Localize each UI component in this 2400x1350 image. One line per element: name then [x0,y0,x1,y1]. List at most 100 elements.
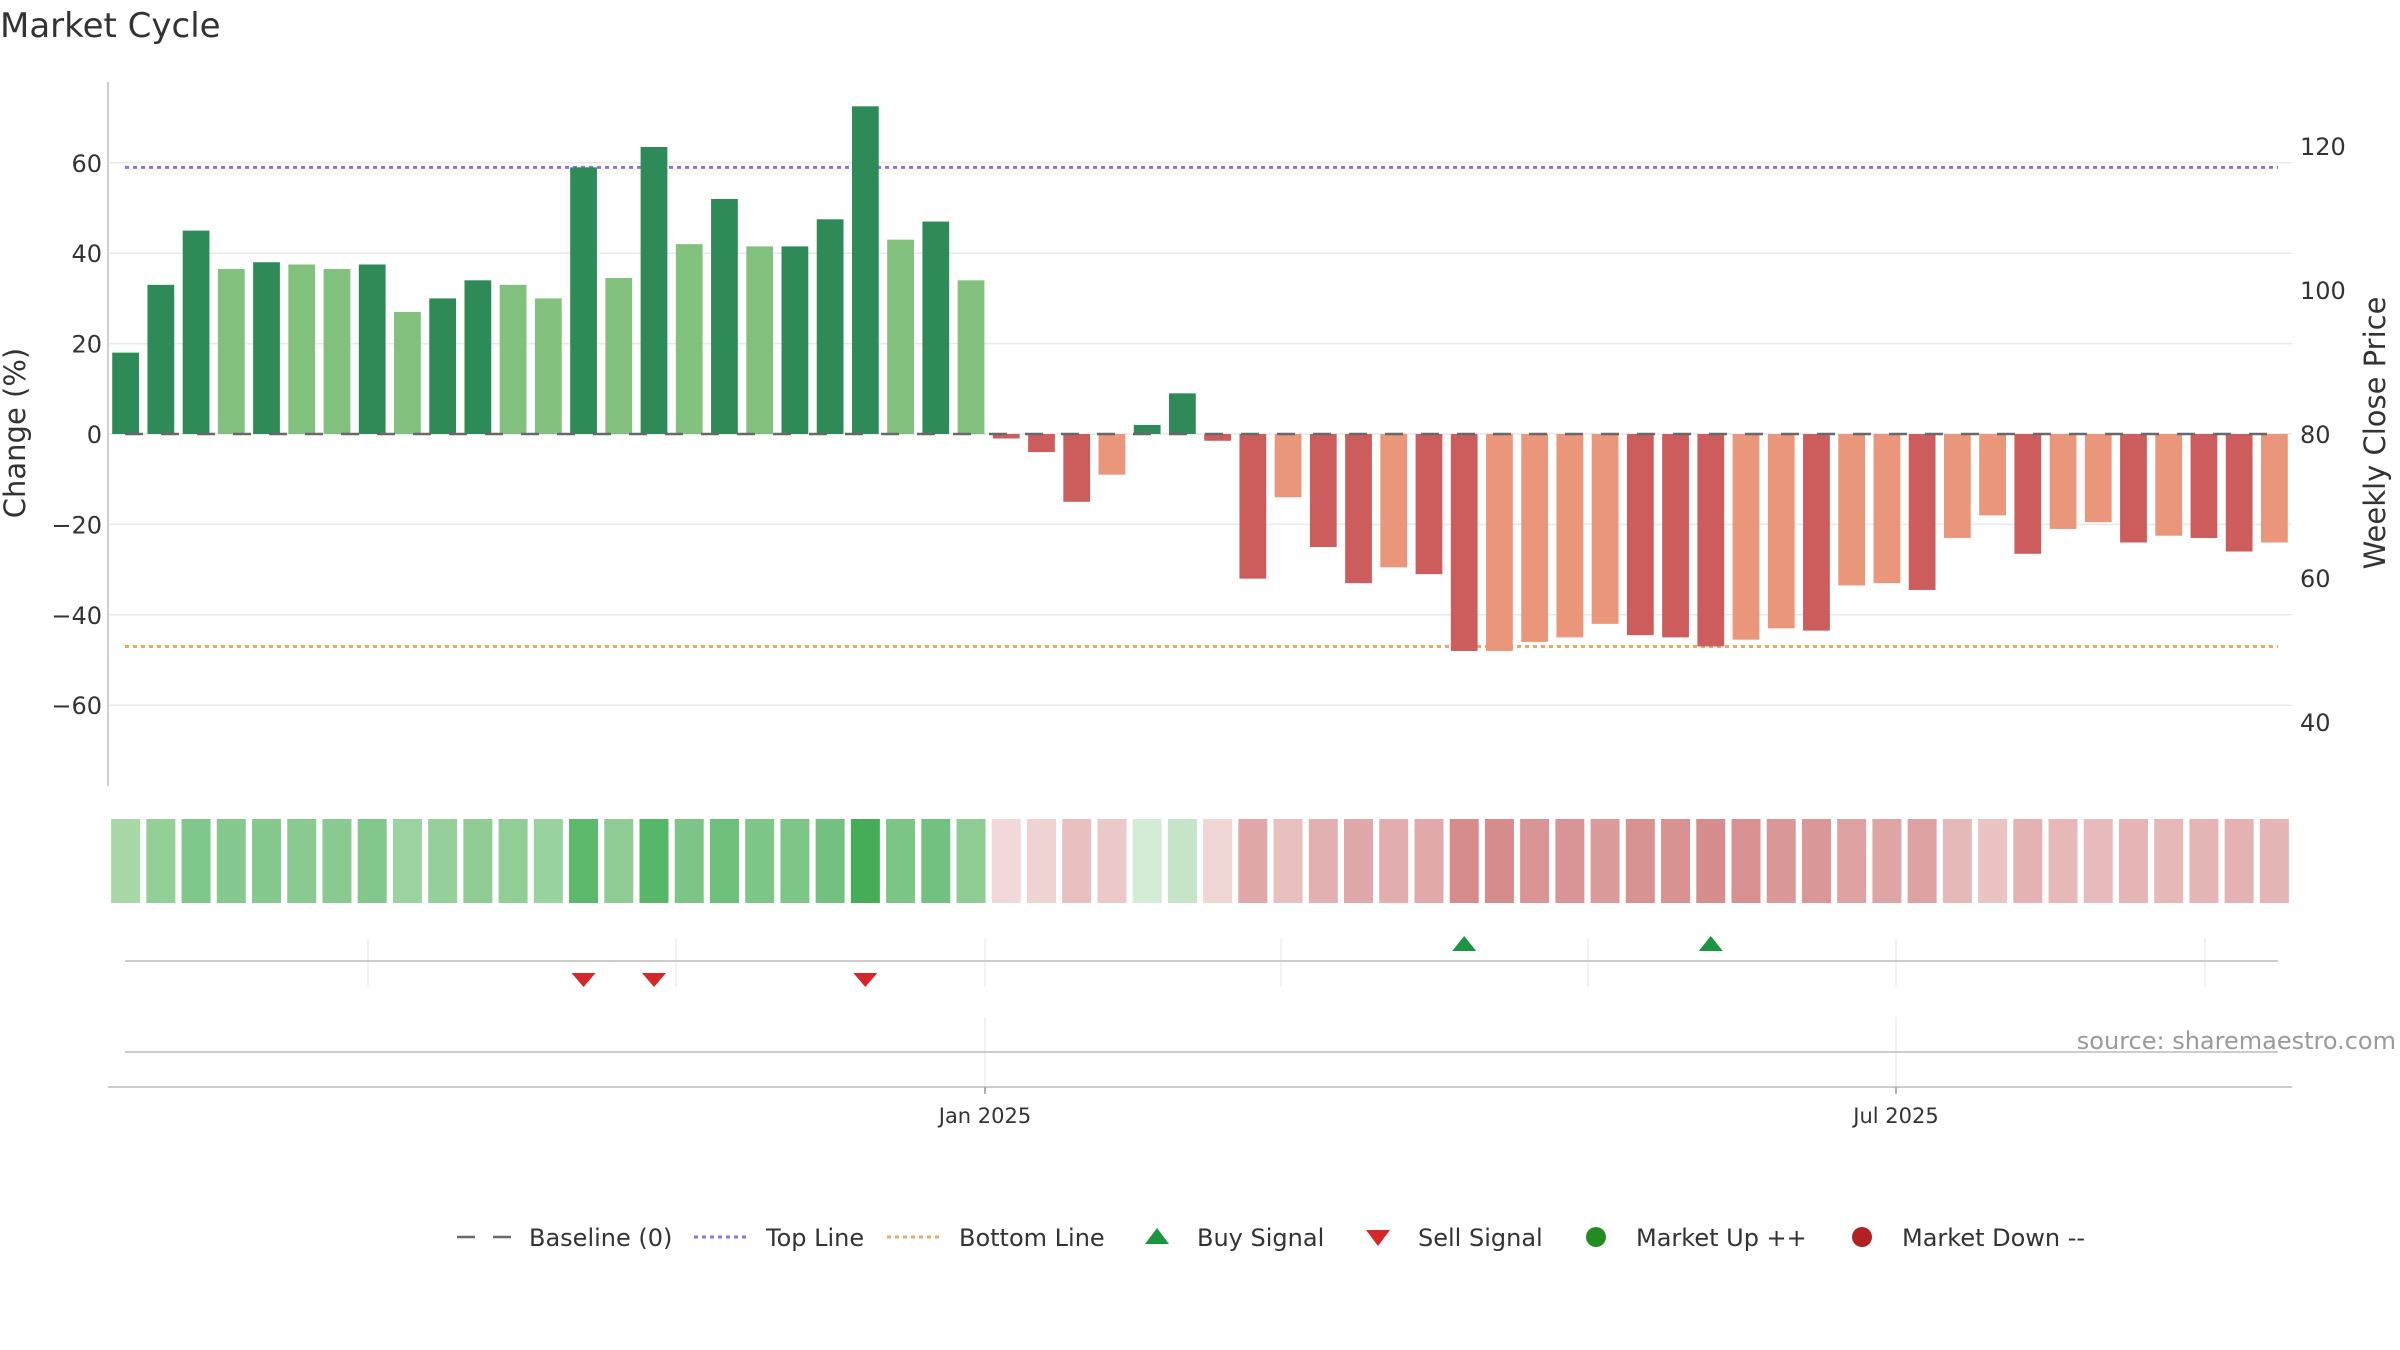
heat-cell [287,819,317,903]
heat-cell [2189,819,2219,903]
heat-cell [886,819,916,903]
bar [1873,434,1901,584]
bar [605,278,633,434]
heat-cell [780,819,810,903]
bar [570,167,597,434]
bar [1556,434,1584,638]
heat-cell [1308,819,1338,903]
heat-cell [1872,819,1902,903]
bar [2049,434,2077,529]
bar [1450,434,1478,651]
bar [394,311,421,434]
heat-cell [1238,819,1268,903]
bar [711,198,738,434]
heat-cell [2259,819,2289,903]
legend: Baseline (0) Top Line Bottom Line Buy Signa… [457,1224,2085,1252]
legend-item: Market Up ++ [1586,1224,1807,1252]
bar [1626,434,1654,636]
legend-item: Top Line [694,1224,864,1252]
heat-cell [1273,819,1303,903]
heat-cell [1026,819,1056,903]
legend-sell-icon [1366,1230,1390,1246]
heat-cell [1661,819,1691,903]
heat-cell [1555,819,1585,903]
heat-cell [569,819,599,903]
legend-label: Sell Signal [1418,1224,1543,1252]
bar [499,284,527,434]
bar [816,219,844,434]
y-right-tick-label: 40 [2300,709,2331,737]
bar [253,262,280,434]
legend-item: Bottom Line [887,1224,1105,1252]
bar [1838,434,1866,586]
heat-cell [1766,819,1796,903]
reference-lines [125,165,2278,648]
bar [1979,434,2006,516]
heat-cell [1167,819,1197,903]
heat-cell [745,819,775,903]
bar [1239,434,1267,579]
bar [112,352,139,434]
bar [2190,434,2218,538]
heat-cell [674,819,704,903]
legend-buy-icon [1145,1228,1169,1244]
heat-cell [2224,819,2254,903]
y-left-tick-label: −40 [51,602,102,630]
bar [1274,434,1302,498]
bar [1415,434,1443,575]
y-right-tick-label: 60 [2300,565,2331,593]
heat-cell [533,819,563,903]
heat-cell [181,819,211,903]
heat-cell [1414,819,1444,903]
bar [1591,434,1619,624]
bar [2120,434,2147,543]
heat-cell [322,819,352,903]
heat-strip [111,819,2289,903]
bar [1767,434,1795,629]
y-left-tick-label: 20 [71,331,102,359]
heat-cell [1449,819,1479,903]
heat-cell [1731,819,1761,903]
bar-series [112,106,2288,651]
heat-cell [1625,819,1655,903]
heat-cell [1696,819,1726,903]
heat-cell [956,819,986,903]
bar [1309,434,1337,547]
legend-item: Buy Signal [1145,1224,1324,1252]
legend-item: Sell Signal [1366,1224,1543,1252]
legend-label: Market Up ++ [1636,1224,1807,1252]
legend-label: Baseline (0) [529,1224,672,1252]
heat-cell [921,819,951,903]
legend-label: Top Line [765,1224,864,1252]
heat-cell [357,819,387,903]
heat-cell [1203,819,1233,903]
y-left-tick-label: 0 [87,421,102,449]
chart-title: Market Cycle [0,6,221,46]
legend-label: Market Down -- [1902,1224,2085,1252]
bar [182,230,210,434]
bar [2084,434,2112,523]
legend-item: Baseline (0) [457,1224,672,1252]
bar [1908,434,1936,590]
sell-signal-marker [853,973,878,987]
legend-label: Buy Signal [1197,1224,1324,1252]
bar [640,146,668,435]
axes-layer: 60 40 20 0 −20 −40 −60 120 100 80 60 40 [51,82,2346,786]
y-axis-left-label: Change (%) [0,348,32,518]
bar [1697,434,1725,647]
y-axis-right-label: Weekly Close Price [2358,297,2392,570]
y-right-tick-label: 100 [2300,277,2346,305]
heat-cell [1379,819,1409,903]
legend-item: Market Down -- [1852,1224,2085,1252]
heat-cell [428,819,458,903]
heat-cell [850,819,880,903]
heat-cell [252,819,282,903]
bar [1662,434,1689,638]
bar [1028,434,1055,453]
heat-cell [392,819,422,903]
heat-cell [1132,819,1162,903]
bar [957,280,985,434]
heat-cell [709,819,739,903]
heat-cell [111,819,141,903]
